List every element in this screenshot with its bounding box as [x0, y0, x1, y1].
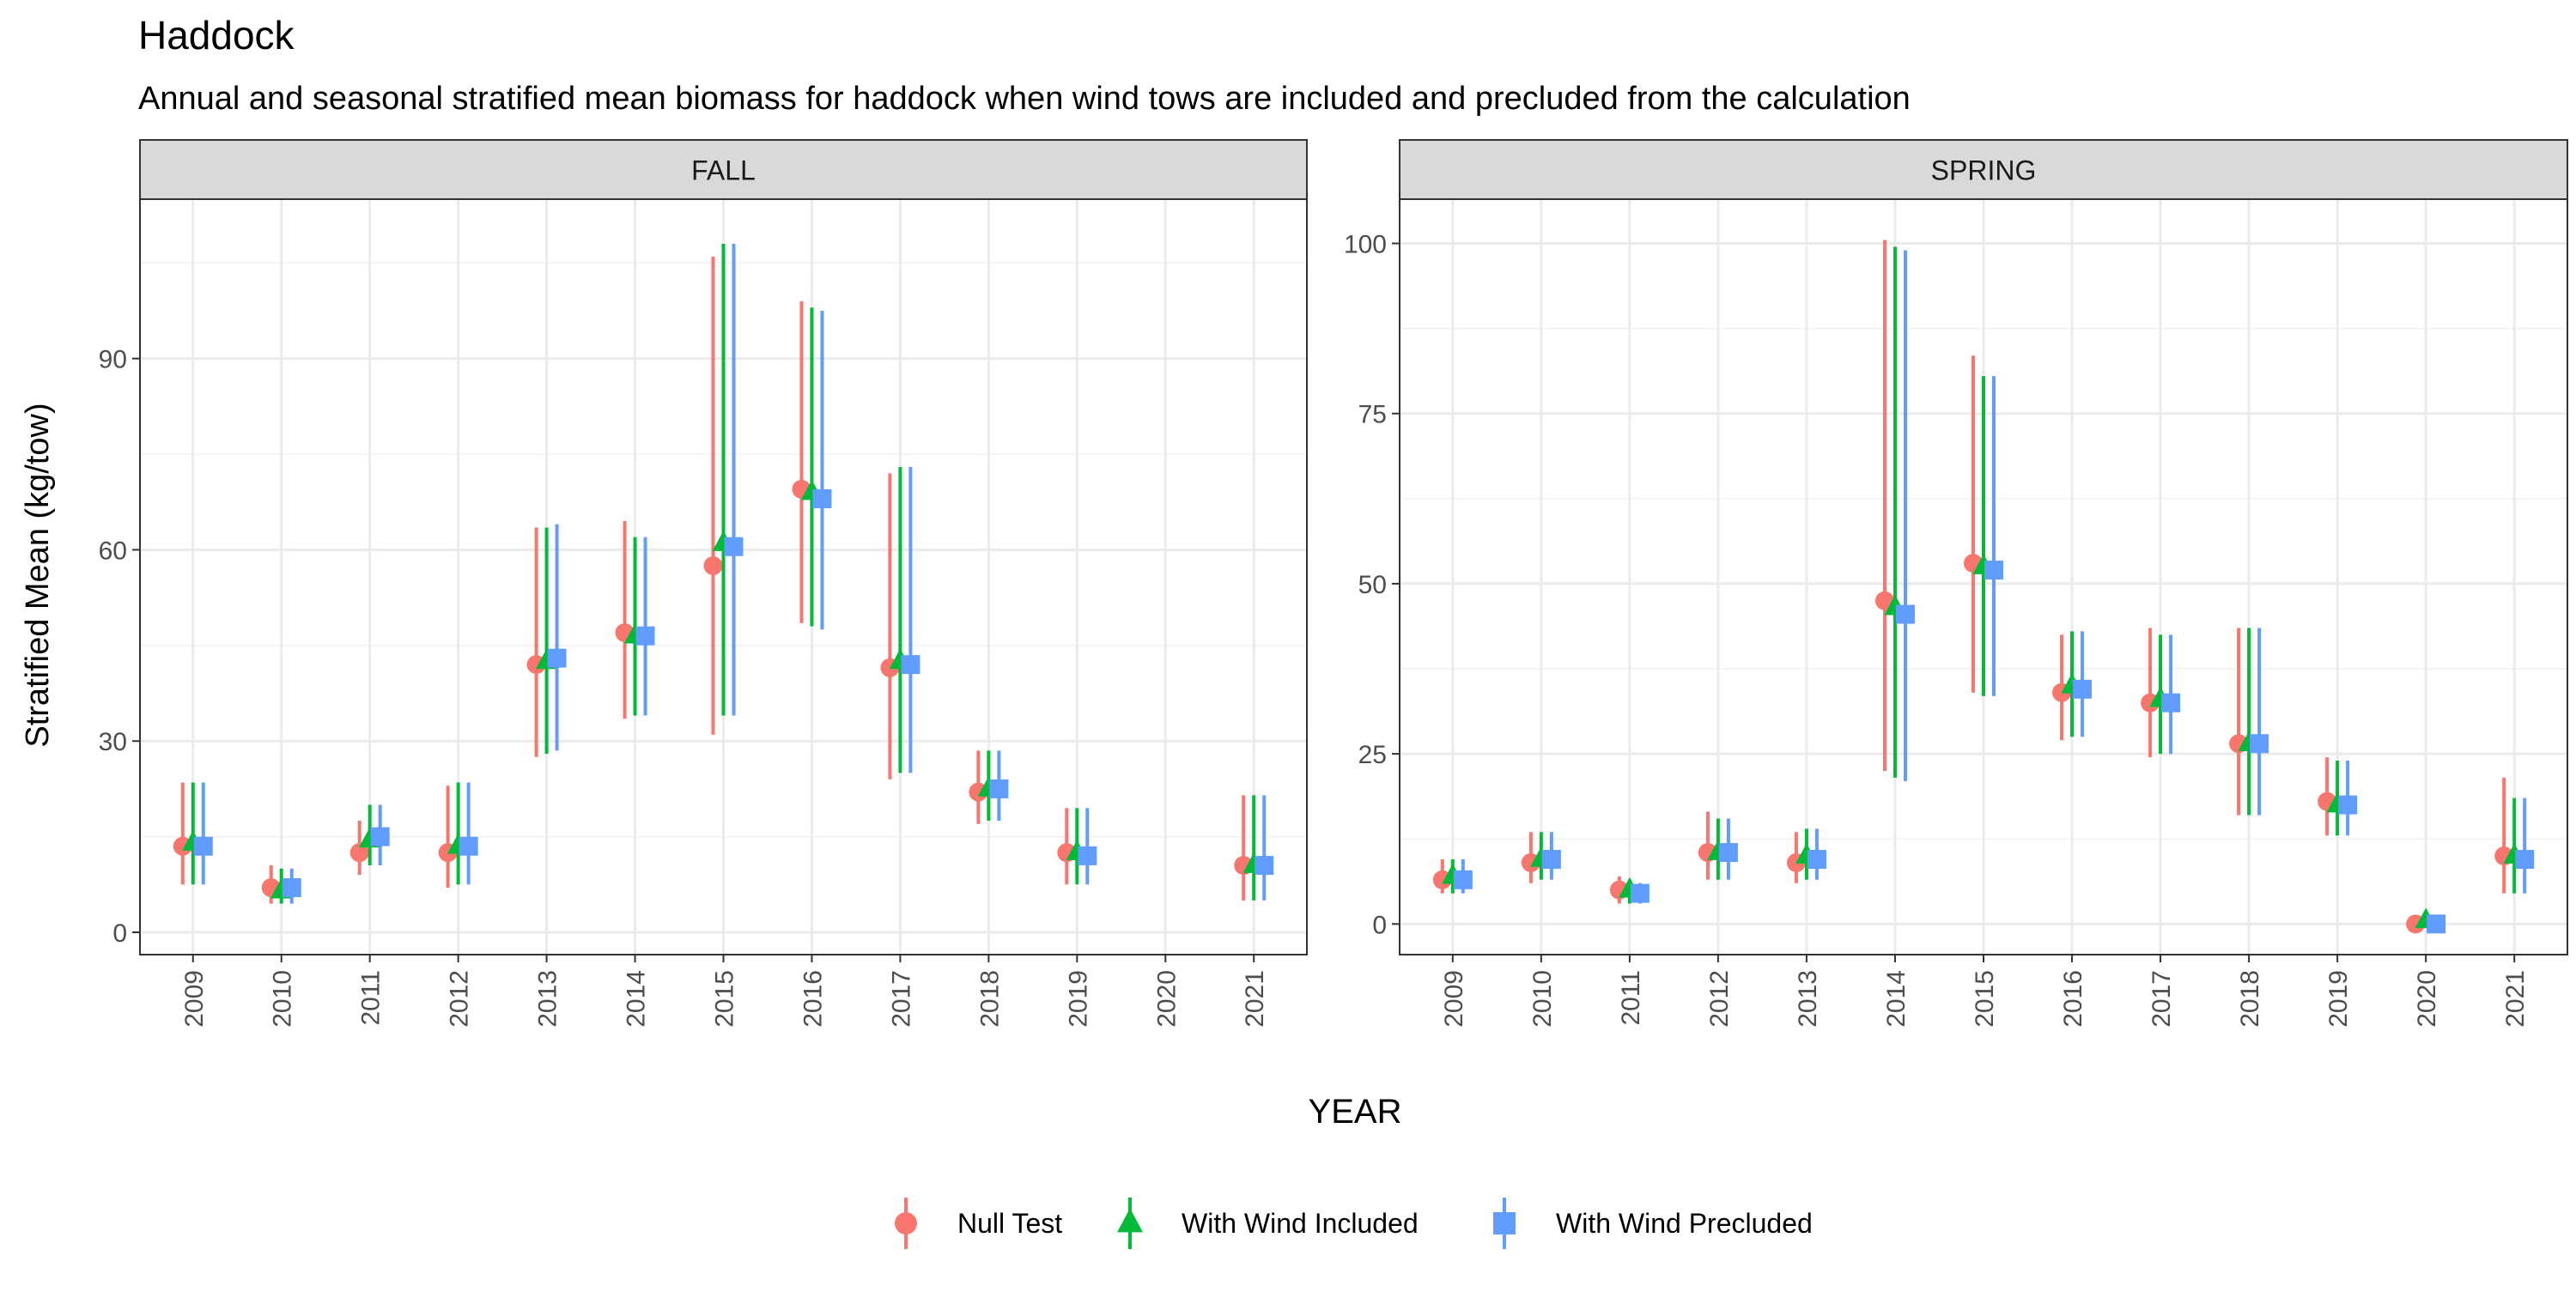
data-point [989, 779, 1009, 798]
panel-spring: SPRING 0 25 50 75 100 2009 2010 2011 2012 2013 2014… [1344, 139, 2568, 1028]
data-point [1541, 850, 1561, 870]
data-point [703, 556, 723, 576]
x-tick-label: 2015 [1971, 970, 1999, 1028]
series-with-wind-included [182, 243, 1265, 904]
data-point [2250, 734, 2269, 754]
legend: Null Test With Wind Included With Wind Pre… [895, 1198, 1813, 1249]
y-tick-label: 90 [99, 346, 127, 374]
facet-strip [139, 139, 1308, 200]
data-point [370, 827, 390, 846]
legend-key-marker [1117, 1208, 1143, 1233]
legend-item: With Wind Precluded [1493, 1198, 1813, 1249]
x-tick-label: 2019 [2324, 970, 2353, 1028]
y-tick-label: 50 [1358, 571, 1387, 599]
chart-subtitle: Annual and seasonal stratified mean biom… [138, 81, 1911, 117]
x-tick-label: 2020 [1152, 970, 1181, 1028]
x-tick-label: 2012 [446, 970, 474, 1028]
x-axis-label: YEAR [1309, 1093, 1402, 1131]
legend-item: With Wind Included [1117, 1198, 1419, 1249]
series-with-wind-precluded [193, 243, 1274, 904]
x-tick-label: 2014 [623, 970, 651, 1028]
legend-label: With Wind Included [1182, 1208, 1419, 1239]
y-tick-label: 100 [1344, 231, 1387, 259]
chart-title: Haddock [138, 13, 295, 58]
data-point [1718, 843, 1738, 863]
data-point [2427, 914, 2446, 934]
panels-group: FALL 0 30 60 90 2009 2010 2011 2012 2013 2014 2015 2… [99, 139, 2568, 1028]
data-point [2338, 795, 2358, 815]
x-tick-label: 2010 [269, 970, 297, 1028]
y-tick-label: 60 [99, 537, 127, 565]
data-point [1895, 604, 1915, 624]
data-point [812, 489, 832, 509]
x-tick-label: 2014 [1882, 970, 1911, 1028]
y-tick-label: 25 [1358, 741, 1387, 769]
x-tick-label: 2018 [2236, 970, 2264, 1028]
x-tick-label: 2021 [2501, 970, 2530, 1028]
legend-key-marker [1493, 1212, 1516, 1234]
legend-label: Null Test [957, 1208, 1062, 1239]
data-point [724, 537, 744, 556]
x-tick-label: 2013 [534, 970, 562, 1028]
facet-label: SPRING [1931, 155, 2037, 186]
x-tick-label: 2020 [2413, 970, 2441, 1028]
y-tick-label: 0 [1372, 911, 1387, 939]
x-tick-label: 2011 [357, 970, 386, 1026]
data-point [349, 843, 369, 863]
x-tick-label: 2018 [975, 970, 1004, 1028]
x-tick-label: 2021 [1241, 970, 1269, 1028]
data-point [901, 655, 920, 675]
data-point [1984, 561, 2003, 580]
y-tick-label: 75 [1358, 401, 1387, 429]
data-point [193, 836, 213, 856]
data-point [1630, 883, 1649, 903]
data-point [459, 836, 478, 856]
data-point [635, 626, 655, 646]
panel-fall: FALL 0 30 60 90 2009 2010 2011 2012 2013 2014 2015 2… [99, 139, 1308, 1028]
legend-label: With Wind Precluded [1556, 1208, 1813, 1239]
x-tick-label: 2009 [180, 970, 209, 1028]
x-tick-label: 2011 [1617, 970, 1645, 1026]
data-point [1453, 870, 1473, 889]
data-point [282, 878, 301, 898]
x-tick-label: 2016 [2059, 970, 2087, 1028]
facet-strip [1399, 139, 2568, 200]
data-point [2073, 679, 2093, 699]
legend-item: Null Test [895, 1198, 1062, 1249]
x-tick-label: 2017 [887, 970, 915, 1028]
data-point [2515, 850, 2535, 870]
data-point [2161, 693, 2181, 713]
series-with-wind-precluded [1453, 250, 2535, 934]
data-point [1078, 846, 1097, 865]
data-point [1807, 850, 1826, 870]
x-tick-label: 2012 [1705, 970, 1734, 1028]
panel-border [1399, 198, 2568, 955]
y-tick-label: 30 [99, 728, 127, 756]
x-tick-label: 2017 [2148, 970, 2176, 1028]
panel-border [139, 198, 1308, 955]
x-tick-label: 2013 [1794, 970, 1822, 1028]
x-tick-label: 2015 [711, 970, 739, 1028]
y-axis-label: Stratified Mean (kg/tow) [20, 403, 56, 747]
x-tick-label: 2010 [1528, 970, 1557, 1028]
legend-key-marker [895, 1212, 917, 1234]
y-tick-label: 0 [112, 919, 127, 948]
x-tick-label: 2019 [1064, 970, 1092, 1028]
facet-label: FALL [691, 155, 756, 186]
data-point [1255, 856, 1274, 876]
data-point [547, 648, 567, 668]
x-tick-label: 2016 [799, 970, 827, 1028]
x-tick-label: 2009 [1440, 970, 1468, 1028]
